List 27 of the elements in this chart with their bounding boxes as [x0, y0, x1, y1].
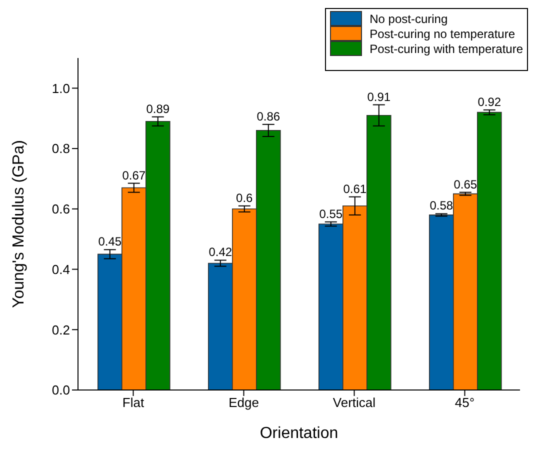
- data-label: 0.42: [208, 245, 232, 260]
- data-label: 0.86: [256, 109, 280, 124]
- data-label: 0.65: [454, 177, 478, 192]
- y-tick-label: 0.0: [52, 382, 70, 398]
- data-label: 0.92: [478, 94, 502, 109]
- legend-label: No post-curing: [370, 12, 448, 26]
- y-tick-label: 0.6: [52, 202, 70, 217]
- data-label: 0.61: [343, 182, 367, 196]
- data-label: 0.55: [319, 206, 343, 221]
- data-label: 0.91: [367, 90, 391, 104]
- y-axis-title: Young's Modulus (GPa): [10, 140, 28, 308]
- legend-label: Post-curing no temperature: [370, 26, 515, 40]
- x-tick-label: Edge: [228, 395, 259, 410]
- data-label: 0.6: [236, 190, 254, 205]
- y-tick-label: 0.4: [52, 262, 70, 277]
- data-label: 0.58: [430, 198, 454, 213]
- x-tick-label: 45°: [454, 395, 475, 410]
- y-tick-label: 1.0: [52, 80, 70, 96]
- data-label: 0.67: [122, 168, 146, 182]
- data-label: 0.89: [146, 102, 170, 116]
- x-tick-label: Flat: [122, 395, 144, 410]
- y-tick-label: 0.2: [52, 322, 70, 338]
- data-label: 0.45: [98, 234, 122, 249]
- x-tick-label: Vertical: [332, 395, 376, 410]
- y-tick-label: 0.8: [52, 141, 70, 156]
- legend-label: Post-curing with temperature: [370, 42, 523, 56]
- x-axis-title: Orientation: [260, 425, 338, 442]
